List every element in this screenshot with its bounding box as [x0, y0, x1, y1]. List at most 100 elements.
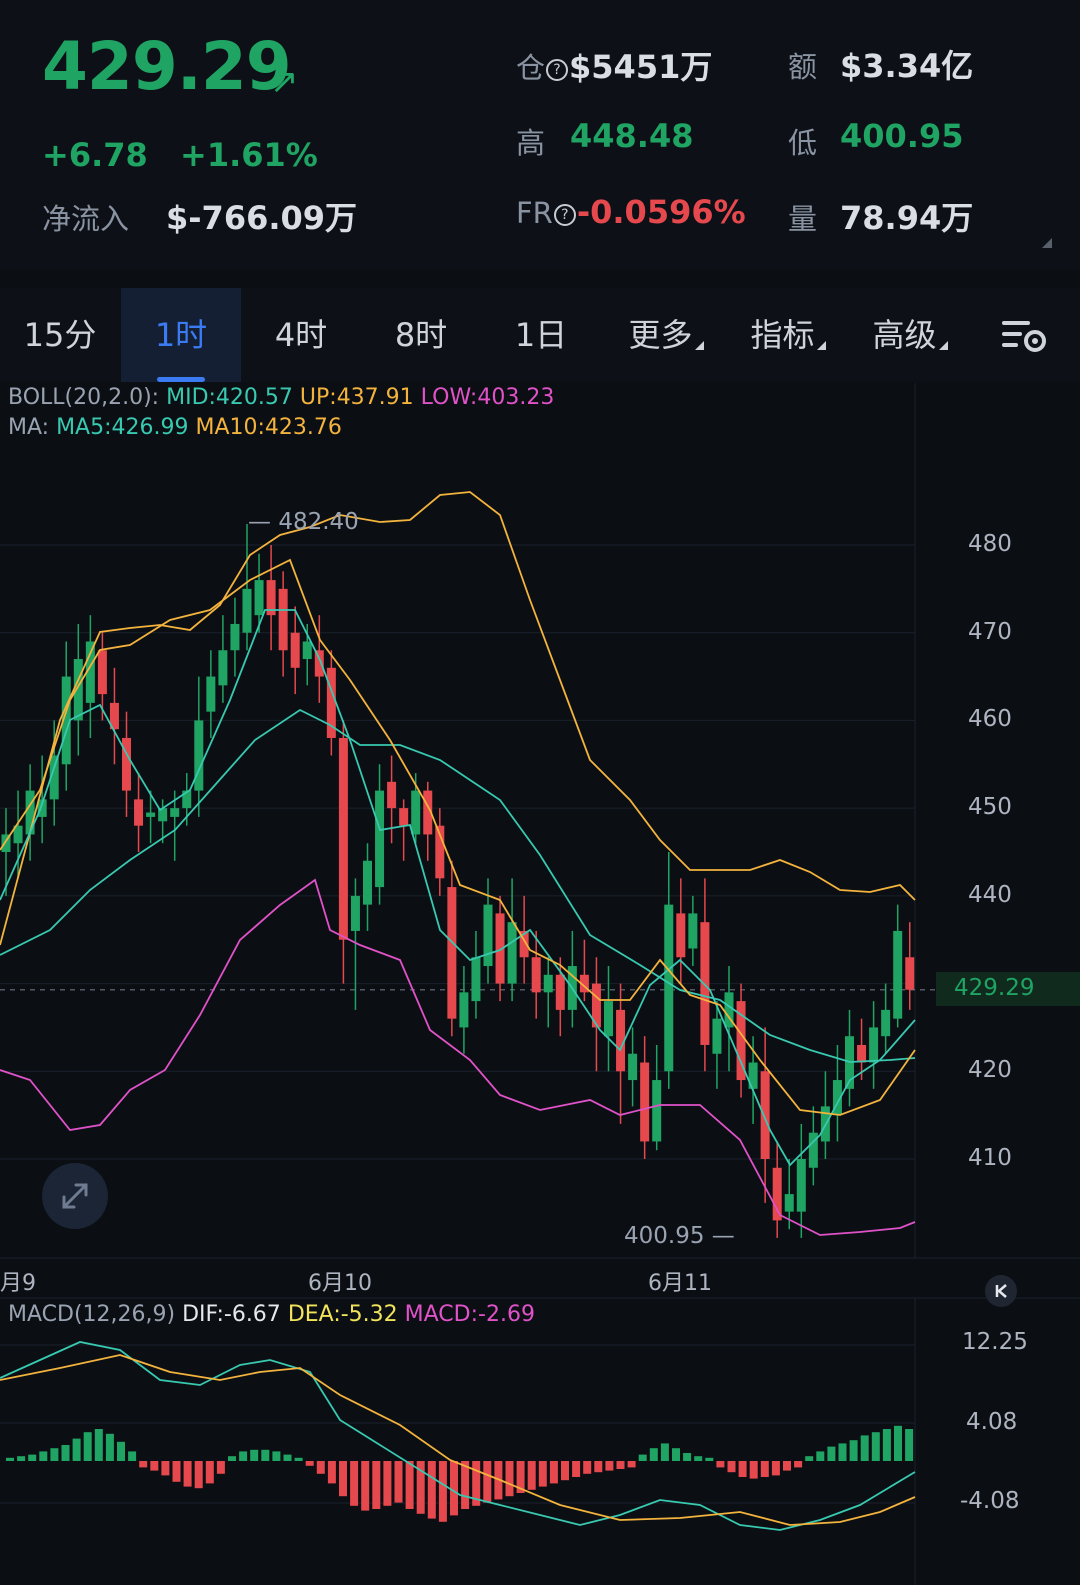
macd-bar: [394, 1461, 403, 1503]
macd-bar: [50, 1448, 59, 1461]
help-icon[interactable]: ?: [553, 204, 576, 226]
rewind-button[interactable]: [985, 1275, 1017, 1307]
macd-prefix: MACD(12,26,9): [8, 1302, 176, 1327]
oi-label: 仓: [516, 51, 546, 85]
macd-bar: [827, 1446, 836, 1461]
candle-body: [302, 641, 312, 660]
tab-more[interactable]: 更多: [605, 288, 727, 382]
macd-bar: [316, 1461, 325, 1474]
funding-rate: FR? -0.0596%: [516, 193, 746, 231]
candle-body: [206, 676, 216, 712]
tab-indicators[interactable]: 指标: [727, 288, 849, 382]
macd-bar: [150, 1461, 159, 1471]
tab-15m[interactable]: 15分: [0, 288, 120, 382]
expand-icon: [62, 1183, 88, 1209]
candle-body: [604, 1001, 613, 1037]
macd-bar: [860, 1435, 869, 1461]
macd-bar: [250, 1449, 259, 1461]
expand-button[interactable]: [42, 1163, 108, 1229]
macd-bar: [794, 1461, 803, 1468]
macd-bar: [61, 1445, 70, 1461]
price-change: +6.78: [42, 136, 148, 174]
candle-body: [278, 588, 288, 651]
macd-bar: [605, 1461, 614, 1471]
macd-bar: [205, 1461, 214, 1484]
candle-body: [700, 922, 710, 1045]
chart-settings-button[interactable]: [980, 288, 1070, 382]
candle-body: [736, 1001, 746, 1081]
candle-body: [399, 808, 409, 826]
candle-body: [555, 974, 565, 1010]
candle-body: [784, 1194, 794, 1212]
candle-body: [218, 650, 228, 686]
macd-bar: [416, 1461, 425, 1514]
high-value: 448.48: [570, 117, 694, 155]
settings-icon: [1002, 321, 1046, 352]
macd-bar: [683, 1453, 692, 1461]
tab-4h[interactable]: 4时: [241, 288, 361, 382]
macd-bar: [383, 1461, 392, 1506]
candle-body: [158, 808, 168, 822]
candle-body: [748, 1062, 758, 1089]
macd-legend: MACD(12,26,9) DIF:-6.67 DEA:-5.32 MACD:-…: [8, 1302, 535, 1327]
tab-1d[interactable]: 1日: [481, 288, 601, 382]
kline-chart[interactable]: [0, 383, 1080, 1585]
candle-body: [146, 812, 156, 817]
low-mark: 400.95: [624, 1223, 705, 1249]
candle-body: [507, 922, 517, 984]
candle-body: [676, 913, 686, 958]
price-change-pct: +1.61%: [180, 136, 318, 174]
macd-bar: [527, 1461, 536, 1490]
tab-8h[interactable]: 8时: [361, 288, 481, 382]
candle-body: [869, 1027, 879, 1063]
expand-corner-icon[interactable]: [1042, 238, 1052, 248]
macd-bar: [572, 1461, 581, 1477]
candle-body: [363, 860, 372, 905]
macd-bar: [894, 1425, 902, 1461]
macd-bar: [405, 1461, 414, 1509]
boll-mid: MID:420.57: [166, 385, 293, 410]
candle-body: [25, 790, 35, 835]
macd-bar: [239, 1451, 248, 1461]
high-label: 高: [516, 126, 546, 160]
candle-body: [495, 913, 505, 984]
price-axis-label: 420: [968, 1057, 1012, 1083]
macd-bar: [594, 1461, 603, 1473]
candle-body: [471, 957, 481, 1002]
candle-body: [447, 887, 457, 1019]
dropdown-triangle-icon: [938, 341, 948, 350]
macd-bar: [461, 1461, 470, 1509]
macd-bar: [561, 1461, 569, 1481]
candle-body: [97, 650, 107, 695]
macd-bar: [905, 1429, 914, 1461]
low-label: 低: [788, 126, 818, 160]
high-annotation: — 482.40: [248, 509, 359, 535]
candle-body: [109, 702, 119, 730]
candle-body: [37, 799, 47, 817]
candle-body: [266, 580, 276, 616]
macd-bar: [538, 1461, 547, 1487]
help-icon[interactable]: ?: [546, 59, 569, 81]
macd-bar: [783, 1461, 791, 1471]
candle-body: [652, 1080, 662, 1142]
ma5: MA5:426.99: [56, 415, 189, 440]
date-axis-label: 6月11: [648, 1271, 712, 1296]
ma10: MA10:423.76: [195, 415, 342, 440]
price-axis-label: 410: [968, 1145, 1012, 1171]
tab-label: 4时: [274, 316, 328, 354]
high-mark: 482.40: [278, 509, 359, 535]
price-axis-label: 440: [968, 882, 1012, 908]
tab-label: 指标: [750, 316, 815, 354]
macd-bar: [72, 1438, 81, 1461]
tab-advanced[interactable]: 高级: [849, 288, 971, 382]
macd-bar: [172, 1461, 181, 1482]
candle-body: [194, 720, 204, 791]
macd-dea: DEA:-5.32: [287, 1302, 398, 1327]
boll-legend: BOLL(20,2.0): MID:420.57 UP:437.91 LOW:4…: [8, 385, 554, 410]
boll-low: LOW:403.23: [420, 385, 555, 410]
tab-1h[interactable]: 1时: [121, 288, 241, 382]
macd-bar: [194, 1461, 203, 1489]
rewind-icon: [995, 1284, 1007, 1298]
current-price-tag: [936, 972, 1080, 1006]
candle-body: [326, 667, 336, 738]
